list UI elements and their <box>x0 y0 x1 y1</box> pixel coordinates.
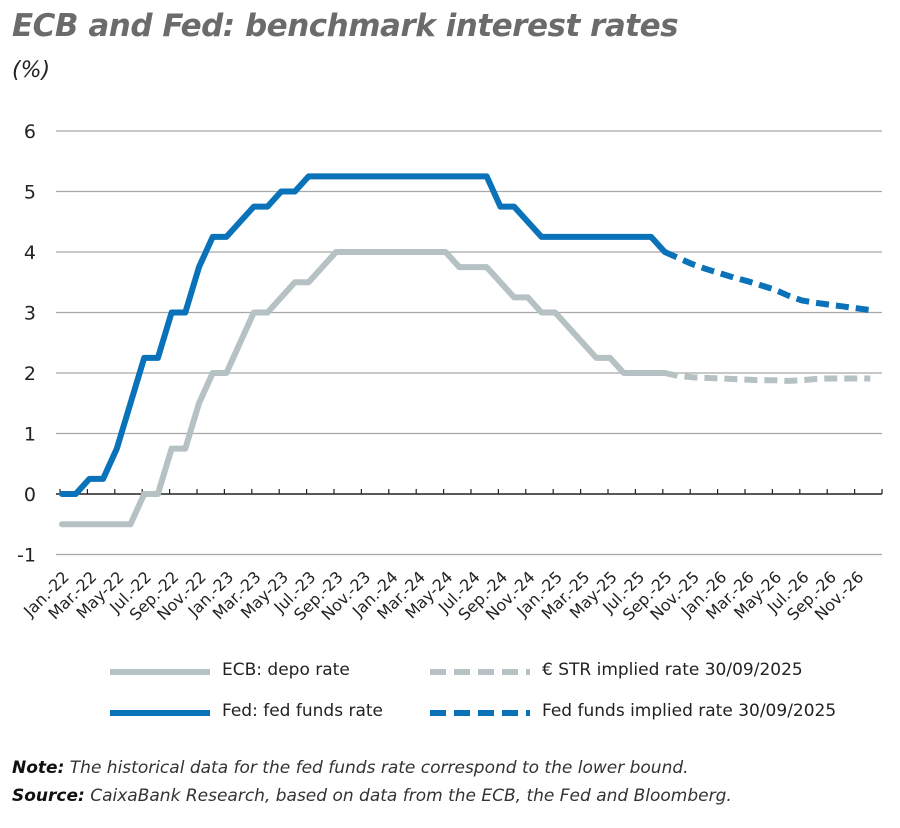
series-line-4 <box>663 249 871 314</box>
legend-label: ECB: depo rate <box>222 660 350 680</box>
note-text: The historical data for the fed funds ra… <box>64 758 689 778</box>
legend-label: € STR implied rate 30/09/2025 <box>542 660 803 680</box>
source-text: CaixaBank Research, based on data from t… <box>84 786 732 806</box>
y-tick-label: 5 <box>24 182 36 204</box>
series-line-2 <box>59 173 668 497</box>
y-tick-label: 1 <box>24 424 36 446</box>
note-label: Note: <box>12 758 65 778</box>
y-tick-label: 4 <box>24 242 36 264</box>
y-tick-label: 6 <box>24 121 36 143</box>
legend-label: Fed: fed funds rate <box>222 701 383 721</box>
chart-title: ECB and Fed: benchmark interest rates <box>12 8 679 44</box>
source-label: Source: <box>12 786 85 806</box>
legend-label: Fed funds implied rate 30/09/2025 <box>542 701 837 721</box>
source: Source: CaixaBank Research, based on dat… <box>12 786 732 806</box>
note: Note: The historical data for the fed fu… <box>12 758 689 778</box>
y-tick-label: 0 <box>24 484 36 506</box>
y-tick-label: 3 <box>24 303 36 325</box>
y-tick-label: 2 <box>24 363 36 385</box>
series-line-3 <box>664 370 871 384</box>
y-tick-label: -1 <box>17 545 36 567</box>
series-line-1 <box>59 249 668 528</box>
y-axis-unit: (%) <box>12 58 51 83</box>
